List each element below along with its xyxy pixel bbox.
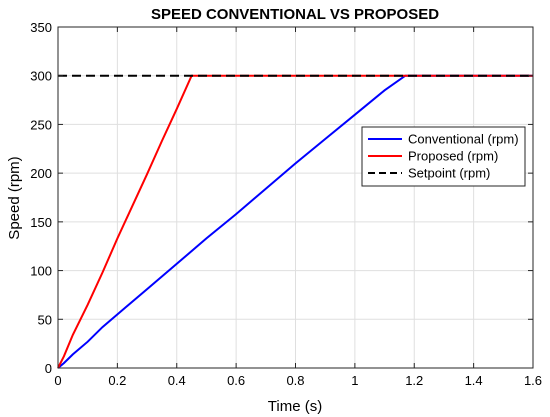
- x-tick-label: 0.2: [108, 373, 126, 388]
- legend-label-proposed: Proposed (rpm): [408, 149, 498, 164]
- x-tick-label: 1.2: [405, 373, 423, 388]
- legend: Conventional (rpm) Proposed (rpm) Setpoint…: [361, 126, 526, 187]
- y-tick-label: 250: [30, 117, 52, 132]
- series-line-proposed: [57, 74, 533, 369]
- y-tick-label: 100: [30, 264, 52, 279]
- x-tick-label: 0.4: [168, 373, 186, 388]
- y-tick-label: 0: [45, 361, 52, 376]
- chart-title: SPEED CONVENTIONAL VS PROPOSED: [151, 6, 439, 23]
- legend-label-conventional: Conventional (rpm): [408, 132, 519, 147]
- series-line-conventional: [57, 74, 533, 369]
- y-tick-label: 50: [38, 312, 52, 327]
- x-tick-label: 0.8: [286, 373, 304, 388]
- y-tick-label: 300: [30, 69, 52, 84]
- x-tick-label: 0.6: [227, 373, 245, 388]
- x-tick-label: 1.6: [524, 373, 542, 388]
- x-tick-label: 1.4: [465, 373, 483, 388]
- y-tick-label: 200: [30, 166, 52, 181]
- x-tick-label: 1: [351, 373, 358, 388]
- y-tick-label: 350: [30, 20, 52, 35]
- x-tick-label: 0: [54, 373, 61, 388]
- legend-label-setpoint: Setpoint (rpm): [408, 166, 490, 181]
- y-axis-label: Speed (rpm): [6, 156, 23, 239]
- y-tick-label: 150: [30, 215, 52, 230]
- plot-area: 0 0.2 0.4 0.6 0.8 1 1.2 1.4 1.6 0 50 100 150 200 250 30…: [30, 20, 542, 388]
- x-axis-label: Time (s): [268, 398, 322, 415]
